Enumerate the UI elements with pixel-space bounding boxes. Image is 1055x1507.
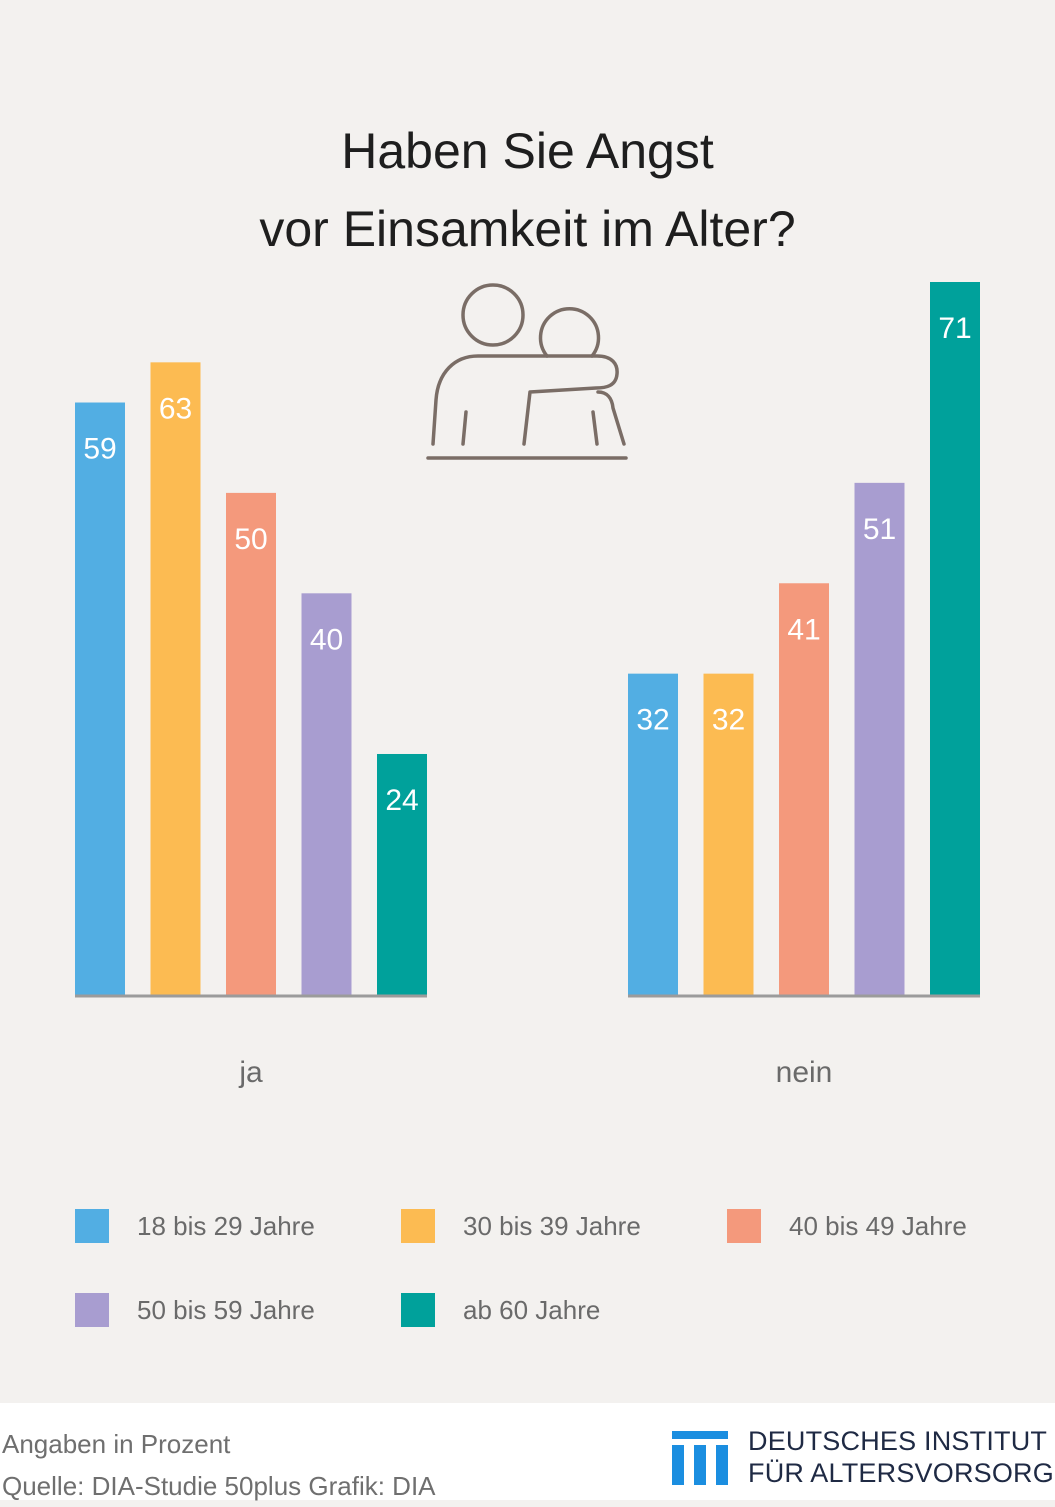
data-label-ja-4: 40 — [310, 623, 343, 656]
bar-ja-4 — [301, 593, 352, 995]
data-label-ja-3: 50 — [234, 523, 267, 556]
bar-ja-5 — [377, 753, 427, 995]
data-label-ja-5: 24 — [385, 784, 418, 817]
bar-nein-5 — [930, 282, 980, 995]
data-label-nein-3: 41 — [787, 613, 820, 646]
source-note: Quelle: DIA-Studie 50plus Grafik: DIA — [2, 1471, 436, 1501]
bar-nein-4 — [854, 482, 905, 995]
category-label-ja: ja — [238, 1056, 263, 1089]
bar-nein-2 — [703, 673, 754, 995]
data-label-ja-1: 59 — [83, 433, 116, 466]
two-people-embracing-icon — [426, 283, 628, 460]
unit-note: Angaben in Prozent — [2, 1429, 231, 1459]
bar-ja-1 — [75, 402, 125, 995]
data-label-nein-5: 71 — [938, 312, 971, 345]
logo-line-2: FÜR ALTERSVORSORGE — [748, 1458, 1055, 1488]
dia-logo: DEUTSCHES INSTITUT FÜR ALTERSVORSORGE — [672, 1425, 1055, 1489]
bar-nein-3 — [779, 583, 829, 995]
data-label-nein-2: 32 — [712, 704, 745, 737]
data-label-nein-4: 51 — [863, 513, 896, 546]
category-label-nein: nein — [776, 1056, 833, 1089]
chart-title-line-1: Haben Sie Angst — [341, 122, 714, 179]
bar-nein-1 — [628, 673, 678, 995]
bar-ja-2 — [150, 362, 201, 996]
dia-logo-icon — [672, 1431, 728, 1485]
bar-chart: 59 63 50 40 24 32 32 41 51 71 ja nein — [75, 282, 980, 1089]
chart-title-line-2: vor Einsamkeit im Alter? — [259, 200, 796, 257]
data-label-ja-2: 63 — [159, 392, 192, 425]
chart-title: Haben Sie Angst vor Einsamkeit im Alter? — [0, 112, 1055, 268]
data-label-nein-1: 32 — [636, 704, 669, 737]
dia-logo-text: DEUTSCHES INSTITUT FÜR ALTERSVORSORGE — [748, 1425, 1055, 1489]
footer: Angaben in Prozent Quelle: DIA-Studie 50… — [0, 1403, 1055, 1501]
footer-notes: Angaben in Prozent Quelle: DIA-Studie 50… — [2, 1423, 436, 1507]
bar-ja-3 — [226, 492, 276, 995]
logo-line-1: DEUTSCHES INSTITUT — [748, 1426, 1048, 1456]
